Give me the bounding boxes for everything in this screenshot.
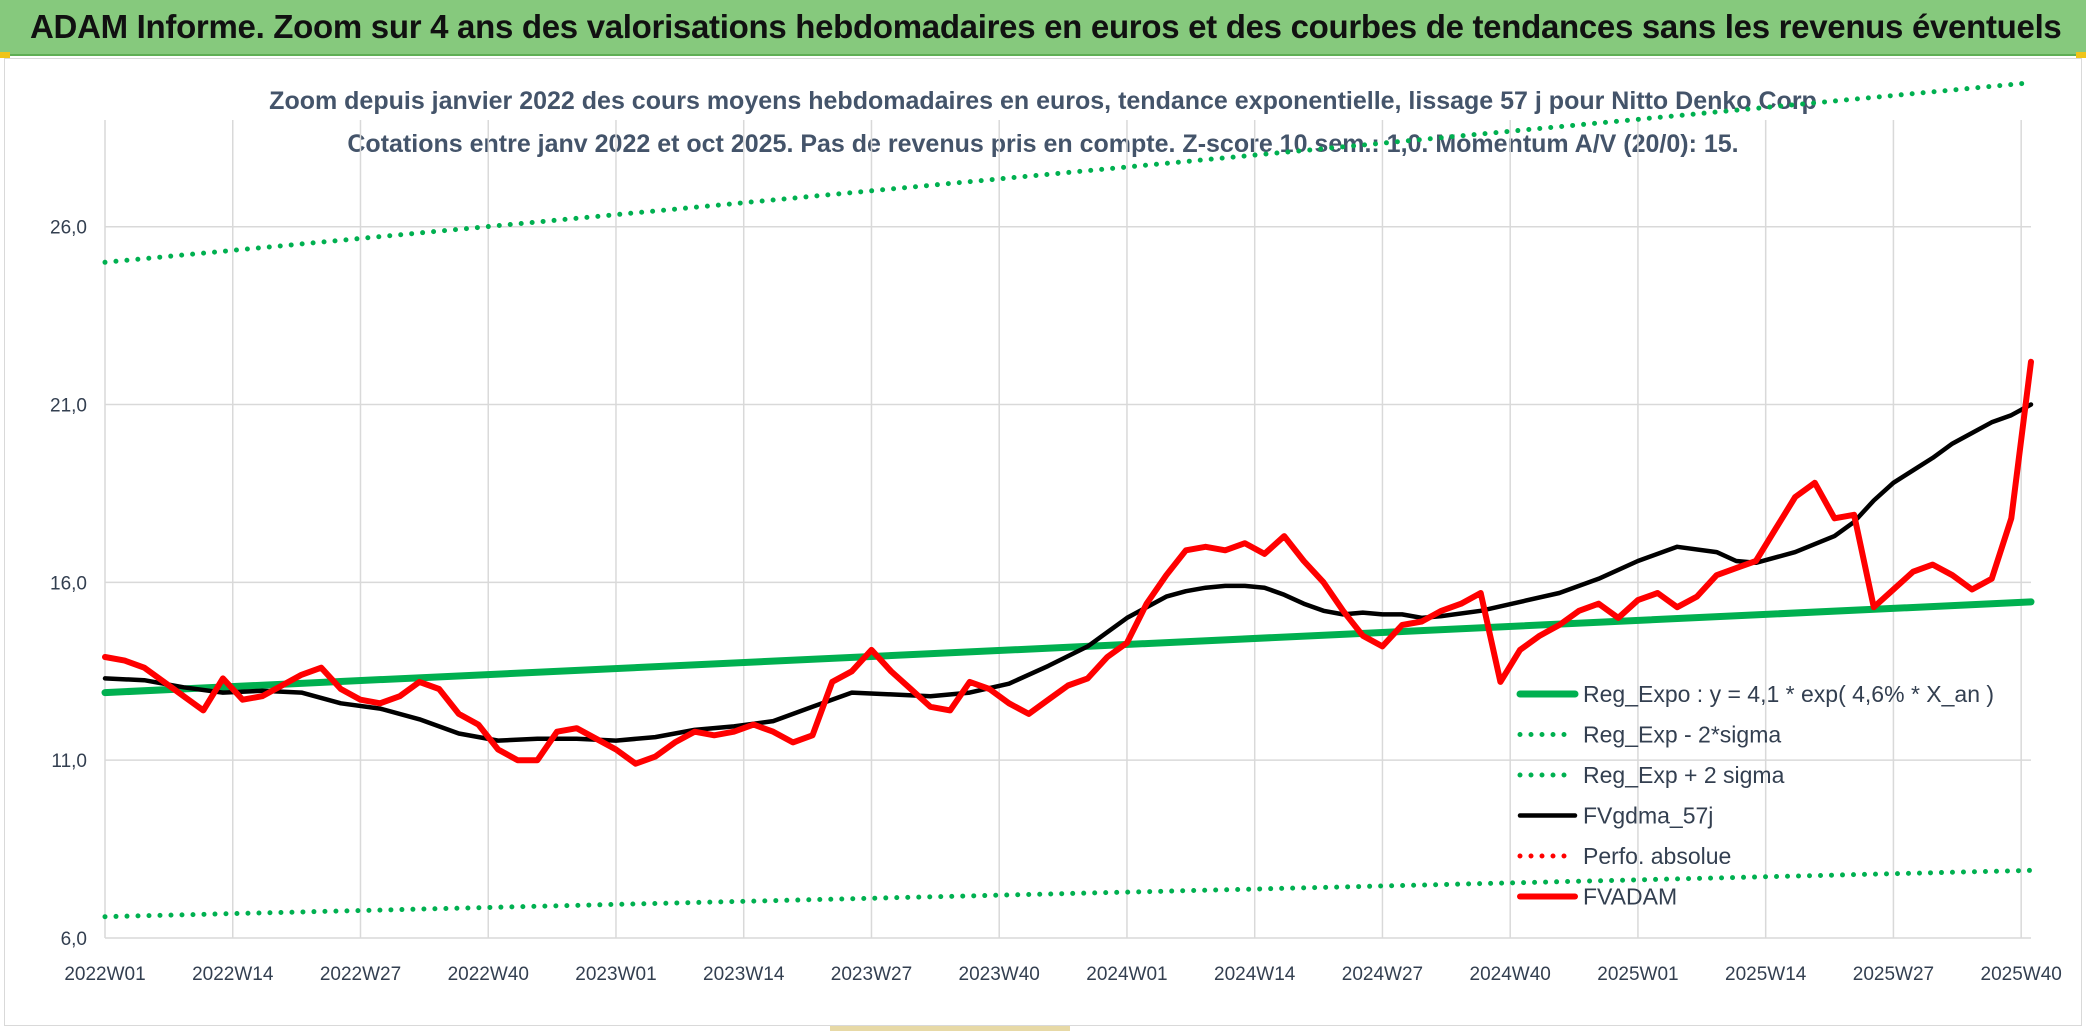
corner-mark-left — [0, 52, 10, 58]
legend-entry: Reg_Exp + 2 sigma — [1583, 762, 1785, 788]
y-axis: 6,0 11,0 16,0 21,0 26,0 — [50, 218, 87, 950]
x-tick-label: 2024W01 — [1086, 964, 1167, 985]
y-tick-label: 16,0 — [50, 573, 87, 594]
legend-entry: FVADAM — [1583, 884, 1677, 910]
series-line-5 — [102, 358, 2034, 767]
x-tick-label: 2023W27 — [831, 964, 912, 985]
x-tick-label: 2023W01 — [575, 964, 656, 985]
chart-subtitle-line1: Zoom depuis janvier 2022 des cours moyen… — [269, 87, 1817, 115]
x-tick-label: 2025W27 — [1853, 964, 1934, 985]
bottom-accent — [830, 1026, 1070, 1031]
corner-mark-right — [2076, 52, 2086, 58]
x-tick-label: 2023W40 — [959, 964, 1040, 985]
chart-frame — [4, 58, 2082, 1026]
series-line-3 — [102, 402, 2034, 743]
x-axis: 2022W01 2022W14 2022W27 2022W40 2023W01 2023W… — [64, 964, 2062, 985]
x-tick-label: 2024W40 — [1470, 964, 1551, 985]
y-tick-label: 21,0 — [50, 396, 87, 417]
series-line-2 — [102, 80, 2034, 265]
series-layer — [101, 80, 2035, 920]
y-tick-label: 11,0 — [51, 751, 87, 772]
x-tick-label: 2025W14 — [1725, 964, 1807, 985]
chart-subtitle-line2: Cotations entre janv 2022 et oct 2025. P… — [347, 130, 1738, 158]
x-tick-label: 2025W40 — [1981, 964, 2062, 985]
chart-legend: Reg_Expo : y = 4,1 * exp( 4,6% * X_an ) R… — [1516, 681, 1994, 910]
legend-entry: Reg_Exp - 2*sigma — [1583, 722, 1781, 748]
x-tick-label: 2025W01 — [1597, 964, 1678, 985]
legend-entry: Perfo. absolue — [1583, 843, 1731, 869]
gridlines — [104, 120, 2031, 939]
report-banner: ADAM Informe. Zoom sur 4 ans des valoris… — [0, 0, 2086, 56]
x-tick-label: 2022W27 — [320, 964, 401, 985]
x-tick-label: 2022W14 — [192, 964, 274, 985]
series-line-0 — [101, 598, 2035, 697]
report-title: ADAM Informe. Zoom sur 4 ans des valoris… — [30, 8, 2062, 45]
legend-entry: FVgdma_57j — [1583, 803, 1713, 829]
y-tick-label: 26,0 — [50, 218, 87, 239]
x-tick-label: 2024W14 — [1214, 964, 1296, 985]
legend-entry: Reg_Expo : y = 4,1 * exp( 4,6% * X_an ) — [1583, 681, 1994, 707]
x-tick-label: 2022W40 — [448, 964, 529, 985]
series-line-1 — [102, 867, 2034, 920]
x-tick-label: 2024W27 — [1342, 964, 1423, 985]
y-tick-label: 6,0 — [61, 929, 87, 950]
x-tick-label: 2022W01 — [64, 964, 145, 985]
x-tick-label: 2023W14 — [703, 964, 785, 985]
